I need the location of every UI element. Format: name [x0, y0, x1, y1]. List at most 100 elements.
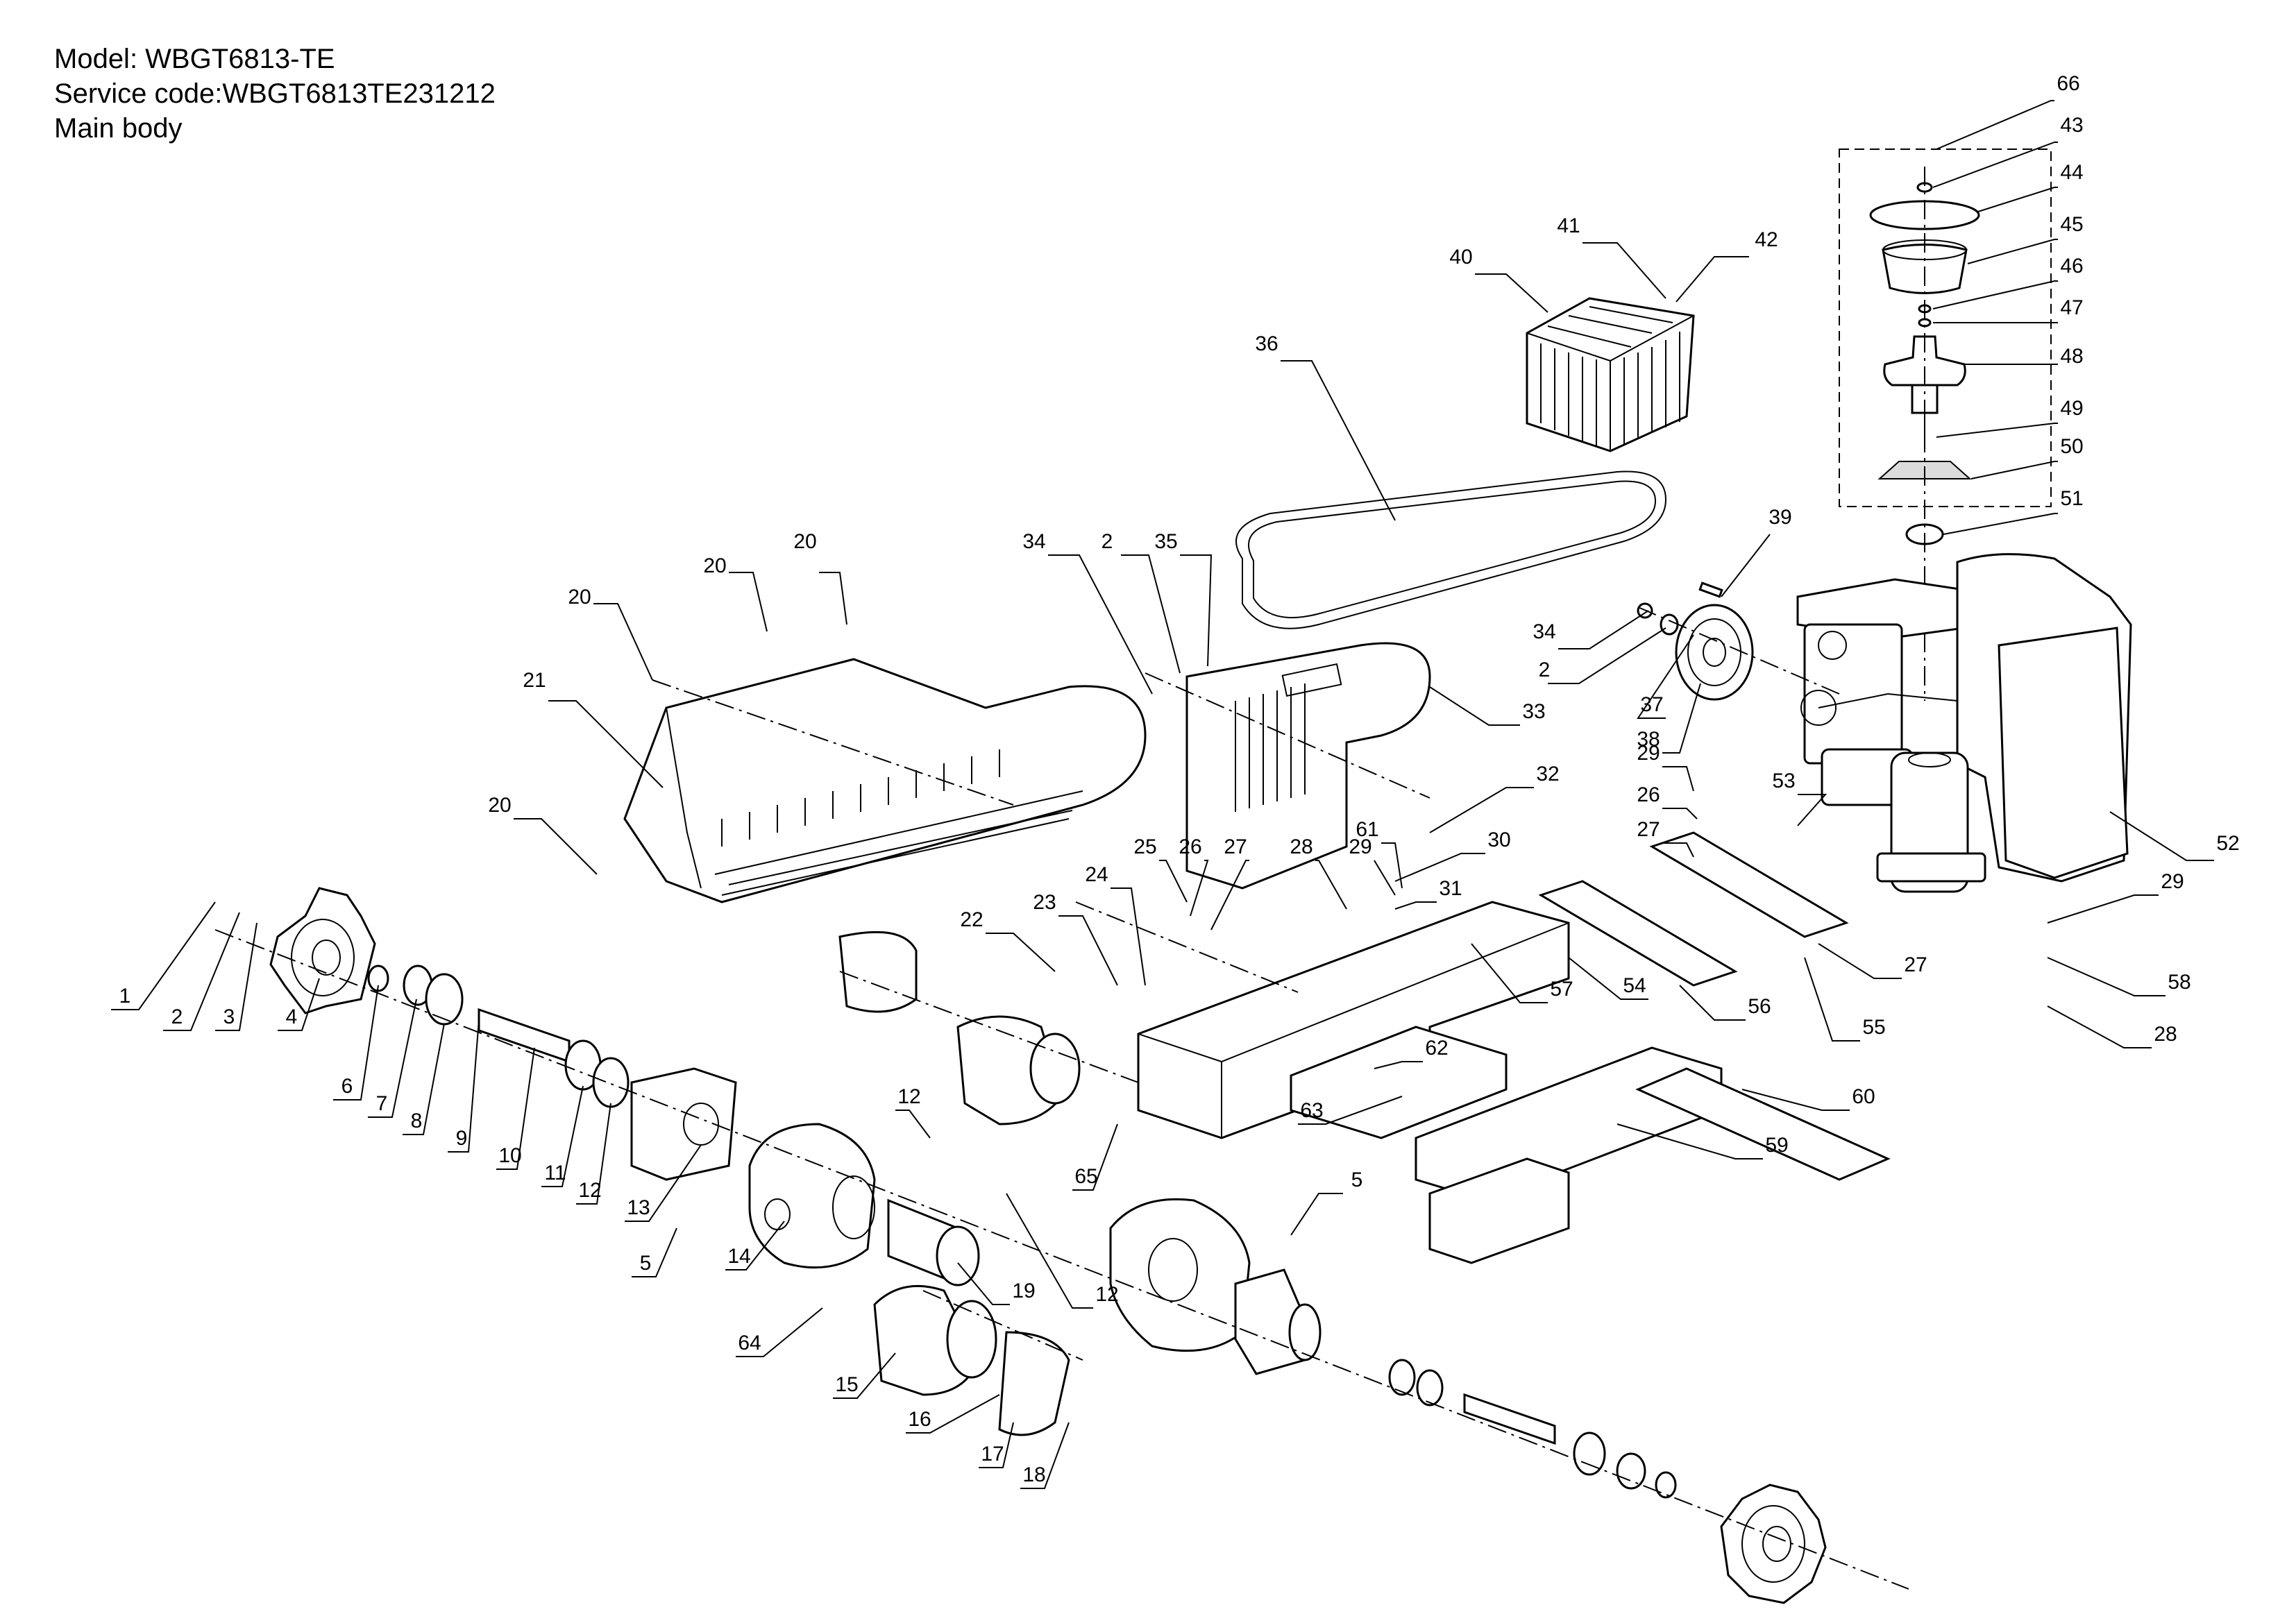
callout-42: 42	[1755, 228, 1778, 251]
callout-27c: 27	[1904, 953, 1927, 976]
engine-mount-rails	[1538, 831, 1891, 1181]
callout-65: 65	[1074, 1165, 1097, 1188]
callout-labels: 66 43 44 45 46 47 48 49 50 51 52 41 42 4…	[119, 72, 2240, 1486]
section-label: Main body	[54, 113, 183, 144]
callout-60: 60	[1852, 1085, 1875, 1108]
callout-15: 15	[835, 1373, 858, 1396]
left-shaft-assembly	[367, 965, 737, 1181]
callout-64: 64	[738, 1332, 761, 1354]
engine	[1796, 553, 2132, 893]
callout-4: 4	[286, 1005, 298, 1028]
callout-38: 38	[1637, 728, 1660, 751]
engine-pulley	[1637, 581, 1840, 701]
callout-33: 33	[1522, 700, 1545, 723]
callout-51: 51	[2060, 487, 2083, 510]
right-shaft-assembly	[1234, 1268, 1677, 1499]
callout-45: 45	[2060, 213, 2083, 236]
callout-2b: 2	[1539, 658, 1551, 681]
callout-8: 8	[411, 1110, 423, 1132]
callout-36: 36	[1255, 332, 1278, 355]
callout-12c: 12	[1095, 1283, 1118, 1306]
callout-14: 14	[727, 1245, 750, 1268]
callout-20b: 20	[703, 554, 726, 577]
air-filter-group-box	[1839, 148, 2052, 507]
callout-25: 25	[1133, 835, 1156, 858]
callout-56: 56	[1748, 995, 1771, 1018]
callout-1: 1	[119, 985, 131, 1008]
callout-41: 41	[1557, 214, 1580, 237]
callout-32: 32	[1536, 763, 1559, 785]
callout-13: 13	[627, 1196, 650, 1219]
callout-53: 53	[1772, 770, 1795, 792]
callout-44: 44	[2060, 161, 2083, 184]
callout-62: 62	[1425, 1037, 1448, 1060]
callout-26a: 26	[1637, 783, 1660, 806]
callout-10: 10	[498, 1144, 521, 1167]
callout-46: 46	[2060, 255, 2083, 278]
callout-50: 50	[2060, 435, 2083, 458]
callout-34a: 34	[1022, 530, 1045, 553]
leader-lines	[111, 100, 2214, 1489]
callout-59: 59	[1765, 1134, 1788, 1157]
callout-6: 6	[341, 1075, 353, 1098]
callout-48: 48	[2060, 345, 2083, 368]
callout-3: 3	[223, 1005, 235, 1028]
callout-19: 19	[1012, 1280, 1035, 1302]
callout-11: 11	[544, 1162, 566, 1184]
lower-motor	[873, 1284, 1070, 1436]
callout-57: 57	[1550, 978, 1573, 1001]
callout-49: 49	[2060, 397, 2083, 420]
chassis-frame	[1137, 901, 1723, 1264]
upper-motor	[838, 931, 1081, 1125]
callout-35: 35	[1154, 530, 1177, 553]
belt-guard-cover	[623, 658, 1147, 903]
callout-20c: 20	[568, 586, 591, 609]
callout-40: 40	[1449, 246, 1472, 269]
callout-12b: 12	[897, 1085, 920, 1108]
callout-21: 21	[523, 669, 546, 692]
callout-18: 18	[1022, 1463, 1045, 1486]
engine-cover-cage	[1526, 297, 1695, 452]
callout-47: 47	[2060, 296, 2083, 319]
guard-bracket	[1185, 642, 1431, 890]
callout-9: 9	[456, 1127, 468, 1150]
callout-39: 39	[1769, 506, 1791, 529]
diagram-header: Model: WBGT6813-TE Service code:WBGT6813…	[54, 42, 496, 146]
callout-28a: 28	[1290, 835, 1312, 858]
assembly-centerlines	[214, 672, 1909, 1590]
callout-28b: 28	[2154, 1023, 2177, 1046]
callout-5b: 5	[1351, 1169, 1363, 1191]
callout-2c: 2	[171, 1005, 183, 1028]
drive-belt	[1235, 470, 1667, 629]
right-sprocket	[1720, 1484, 1827, 1604]
callout-2a: 2	[1101, 530, 1113, 553]
callout-30: 30	[1487, 829, 1510, 851]
callout-12a: 12	[578, 1179, 601, 1202]
callout-20d: 20	[488, 794, 511, 817]
callout-55: 55	[1862, 1016, 1885, 1039]
callout-16: 16	[908, 1408, 931, 1431]
callout-27a: 27	[1637, 818, 1660, 841]
callout-61: 61	[1356, 818, 1378, 841]
callout-54: 54	[1623, 974, 1646, 997]
air-filter-assembly	[1869, 167, 1980, 701]
model-label: Model: WBGT6813-TE	[54, 44, 335, 74]
callout-63: 63	[1300, 1099, 1323, 1122]
callout-22: 22	[960, 908, 983, 931]
callout-34b: 34	[1533, 620, 1555, 643]
callout-20a: 20	[793, 530, 816, 553]
service-code-label: Service code:WBGT6813TE231212	[54, 78, 496, 109]
callout-29c: 29	[2161, 870, 2184, 893]
coupling-sleeve	[887, 1198, 980, 1286]
right-gearbox	[1109, 1198, 1251, 1352]
callout-43: 43	[2060, 114, 2083, 137]
callout-27b: 27	[1224, 835, 1247, 858]
callout-29b: 29	[1349, 835, 1371, 858]
callout-29a: 29	[1637, 742, 1660, 765]
callout-52: 52	[2216, 832, 2239, 855]
left-sprocket	[269, 887, 376, 1014]
callout-37: 37	[1640, 693, 1663, 716]
callout-17: 17	[981, 1443, 1004, 1465]
callout-7: 7	[376, 1092, 388, 1115]
